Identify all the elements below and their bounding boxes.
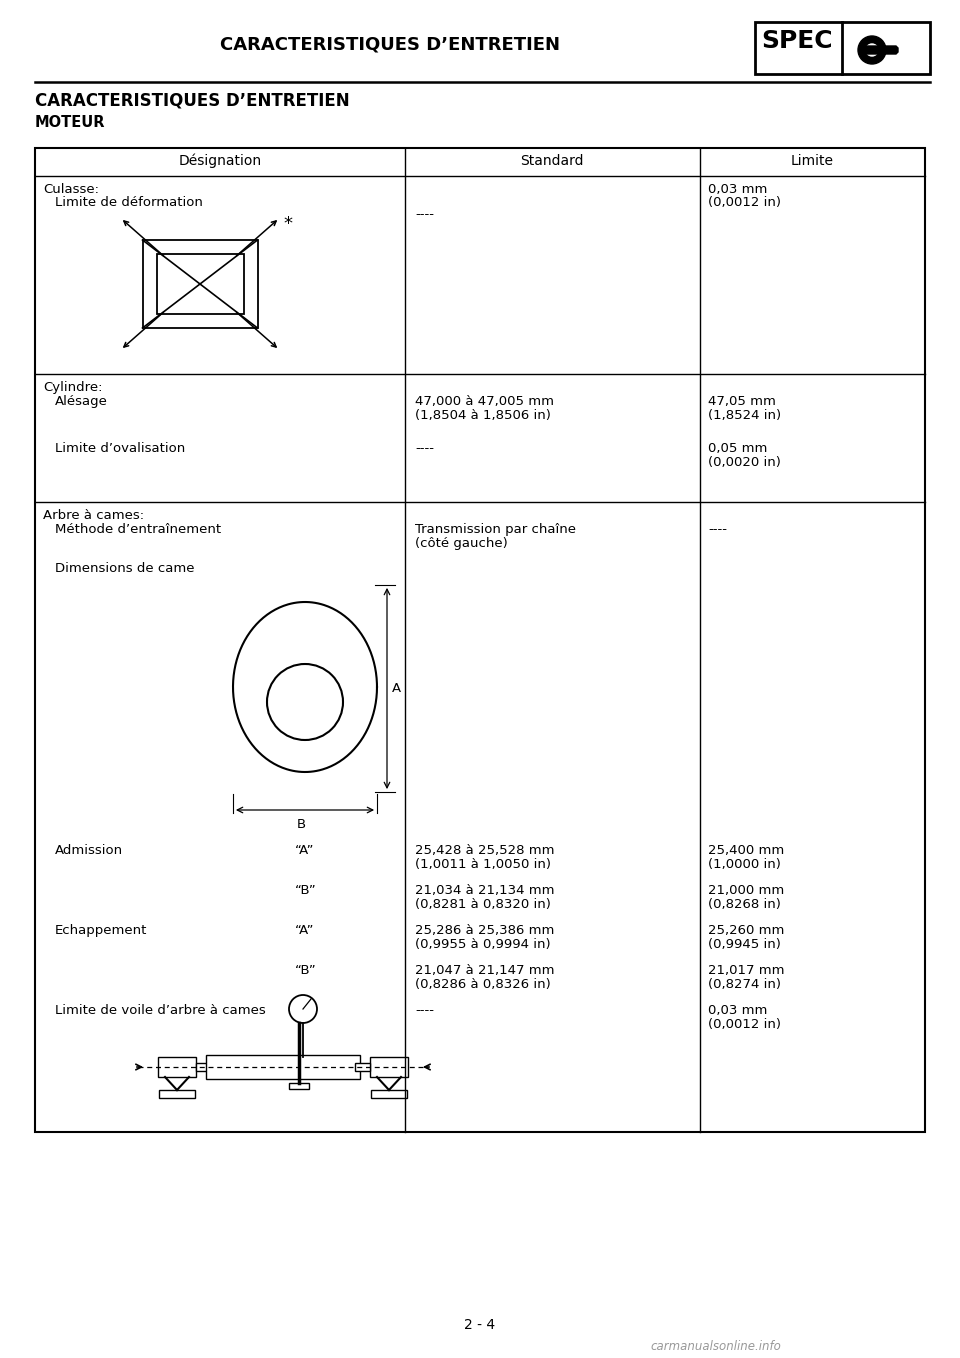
Text: *: * [283,215,293,234]
Text: (0,8281 à 0,8320 in): (0,8281 à 0,8320 in) [415,898,551,911]
Text: 25,400 mm: 25,400 mm [708,845,784,857]
Circle shape [866,43,878,56]
Text: 21,034 à 21,134 mm: 21,034 à 21,134 mm [415,884,555,898]
Text: 2 - 4: 2 - 4 [465,1319,495,1332]
Bar [755,22,930,73]
Text: (0,8286 à 0,8326 in): (0,8286 à 0,8326 in) [415,978,551,991]
Text: Limite de déformation: Limite de déformation [55,196,203,209]
Text: SPEC: SPEC [761,29,832,53]
Text: “B”: “B” [295,884,317,898]
Text: 47,000 à 47,005 mm: 47,000 à 47,005 mm [415,395,554,407]
Text: (0,8268 in): (0,8268 in) [708,898,780,911]
Text: CARACTERISTIQUES D’ENTRETIEN: CARACTERISTIQUES D’ENTRETIEN [220,37,560,54]
Text: Alésage: Alésage [55,395,108,407]
Bar [371,1090,407,1099]
Text: Echappement: Echappement [55,923,148,937]
Text: Méthode d’entraînement: Méthode d’entraînement [55,523,221,536]
Text: (1,8504 à 1,8506 in): (1,8504 à 1,8506 in) [415,409,551,422]
Bar [35,148,925,1133]
Bar [370,1057,408,1077]
Text: MOTEUR: MOTEUR [35,115,106,130]
Bar [289,1082,309,1089]
Text: (0,0020 in): (0,0020 in) [708,456,780,469]
Text: Désignation: Désignation [179,153,261,168]
Bar [159,1090,195,1099]
Text: (côté gauche): (côté gauche) [415,536,508,550]
Text: (1,0011 à 1,0050 in): (1,0011 à 1,0050 in) [415,858,551,870]
Text: ----: ---- [415,441,434,455]
Polygon shape [860,46,898,54]
Bar [158,1057,196,1077]
Text: B: B [297,818,305,831]
Bar [206,1055,360,1080]
Text: 21,047 à 21,147 mm: 21,047 à 21,147 mm [415,964,555,976]
Bar [157,254,244,314]
Text: carmanualsonline.info: carmanualsonline.info [650,1340,780,1353]
Text: (0,9955 à 0,9994 in): (0,9955 à 0,9994 in) [415,938,551,951]
Text: Limite d’ovalisation: Limite d’ovalisation [55,441,185,455]
Text: 0,03 mm: 0,03 mm [708,1004,767,1017]
Text: Transmission par chaîne: Transmission par chaîne [415,523,576,536]
Bar [355,1063,370,1071]
Text: Limite de voile d’arbre à cames: Limite de voile d’arbre à cames [55,1004,266,1017]
Text: Arbre à cames:: Arbre à cames: [43,509,144,521]
Text: 0,05 mm: 0,05 mm [708,441,767,455]
Text: Cylindre:: Cylindre: [43,382,103,394]
Text: ----: ---- [415,1004,434,1017]
Text: “B”: “B” [295,964,317,976]
Text: (0,8274 in): (0,8274 in) [708,978,781,991]
Text: (0,0012 in): (0,0012 in) [708,196,781,209]
Text: 25,260 mm: 25,260 mm [708,923,784,937]
Text: ----: ---- [708,523,727,536]
Text: Standard: Standard [520,153,584,168]
Text: Limite: Limite [790,153,833,168]
Text: Admission: Admission [55,845,123,857]
Text: Dimensions de came: Dimensions de came [55,562,195,574]
Text: 25,286 à 25,386 mm: 25,286 à 25,386 mm [415,923,554,937]
Circle shape [858,37,886,64]
Text: A: A [392,683,401,695]
Text: CARACTERISTIQUES D’ENTRETIEN: CARACTERISTIQUES D’ENTRETIEN [35,91,349,109]
Text: 47,05 mm: 47,05 mm [708,395,776,407]
Text: “A”: “A” [295,923,315,937]
Text: 21,017 mm: 21,017 mm [708,964,784,976]
Text: (0,9945 in): (0,9945 in) [708,938,780,951]
Text: “A”: “A” [295,845,315,857]
Text: (1,0000 in): (1,0000 in) [708,858,780,870]
Text: 25,428 à 25,528 mm: 25,428 à 25,528 mm [415,845,555,857]
Text: 0,03 mm: 0,03 mm [708,183,767,196]
Text: Culasse:: Culasse: [43,183,99,196]
Text: ----: ---- [415,208,434,221]
Text: (0,0012 in): (0,0012 in) [708,1018,781,1031]
Bar [143,240,258,329]
Bar [196,1063,211,1071]
Text: 21,000 mm: 21,000 mm [708,884,784,898]
Text: (1,8524 in): (1,8524 in) [708,409,781,422]
